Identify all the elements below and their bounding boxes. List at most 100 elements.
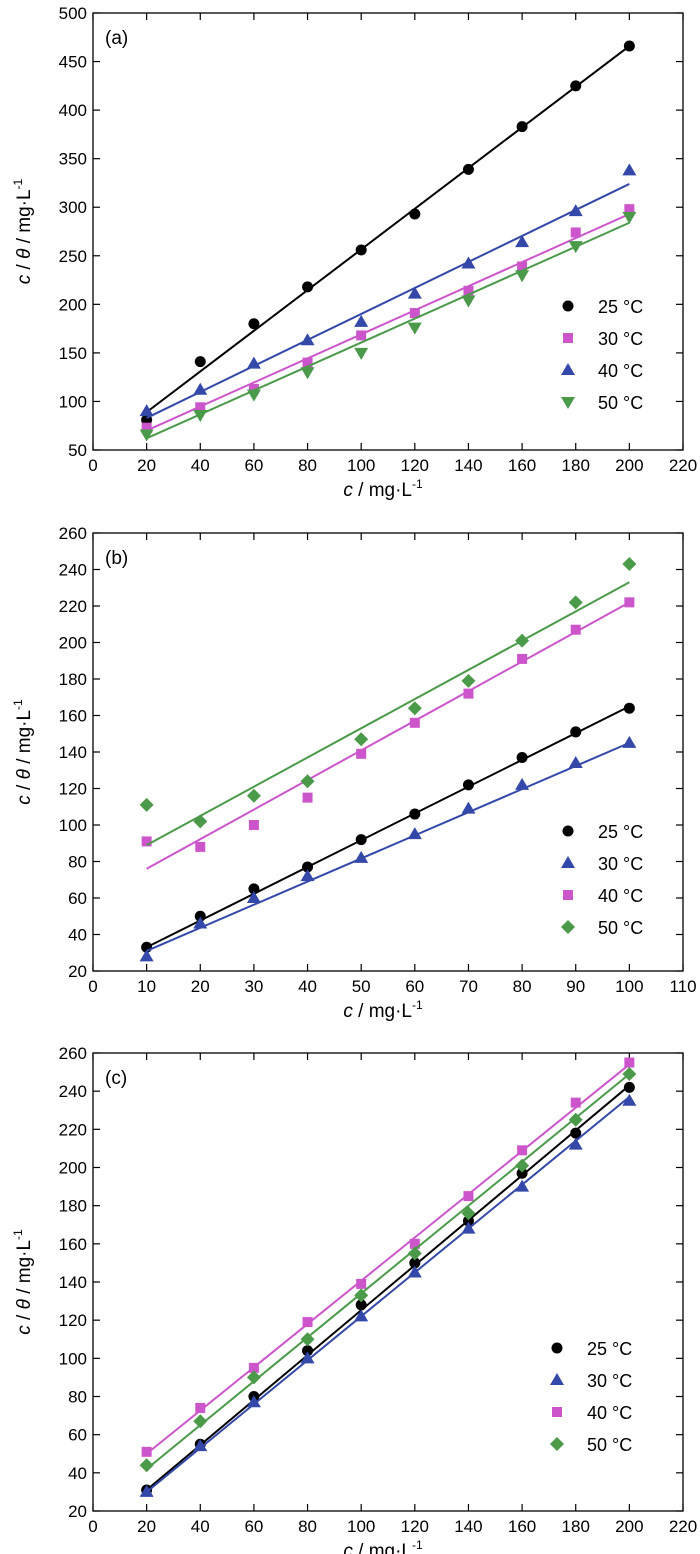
data-point bbox=[623, 40, 635, 52]
data-point bbox=[354, 347, 369, 360]
legend-marker bbox=[563, 890, 573, 900]
legend-marker bbox=[552, 1407, 562, 1417]
data-point bbox=[463, 285, 474, 296]
x-tick-label: 40 bbox=[191, 1517, 210, 1536]
y-tick-label: 80 bbox=[68, 853, 87, 872]
legend-marker bbox=[562, 300, 574, 312]
axis-label-part: mg·L bbox=[369, 1541, 412, 1554]
y-tick-label: 240 bbox=[59, 1082, 87, 1101]
data-point bbox=[624, 1057, 635, 1068]
data-point bbox=[354, 850, 369, 863]
data-point bbox=[409, 1257, 421, 1269]
chart-panel-c: 0 20 40 60 80 100 120 140 160 180 200 2202040608010… bbox=[11, 1044, 697, 1554]
fit-line bbox=[146, 601, 630, 870]
x-tick-label: 160 bbox=[508, 1517, 536, 1536]
data-point bbox=[195, 402, 206, 413]
series-0 bbox=[141, 1081, 635, 1496]
legend-label: 30 °C bbox=[598, 854, 643, 874]
x-tick-label: 80 bbox=[513, 977, 532, 996]
fit-line bbox=[146, 183, 630, 419]
data-point bbox=[516, 121, 528, 133]
series-3 bbox=[139, 1066, 637, 1473]
data-point bbox=[139, 797, 154, 812]
data-point bbox=[248, 883, 260, 895]
data-point bbox=[463, 1191, 474, 1202]
series-1 bbox=[139, 735, 637, 962]
data-point bbox=[300, 869, 315, 882]
axis-label-part: mg·L bbox=[14, 189, 35, 232]
data-point bbox=[355, 834, 367, 846]
legend-marker bbox=[563, 333, 573, 343]
data-point bbox=[516, 1167, 528, 1179]
legend-label: 40 °C bbox=[598, 886, 643, 906]
legend-label: 40 °C bbox=[598, 361, 643, 381]
x-tick-label: 60 bbox=[244, 1517, 263, 1536]
data-point bbox=[624, 204, 635, 215]
legend-marker bbox=[561, 920, 575, 934]
legend-label: 25 °C bbox=[587, 1339, 632, 1359]
data-point bbox=[623, 702, 635, 714]
series-3 bbox=[139, 211, 637, 442]
y-tick-label: 260 bbox=[59, 1044, 87, 1063]
data-point bbox=[570, 1097, 581, 1108]
data-point bbox=[354, 1309, 369, 1322]
y-tick-label: 40 bbox=[68, 926, 87, 945]
y-tick-label: 350 bbox=[59, 150, 87, 169]
y-tick-label: 500 bbox=[59, 4, 87, 23]
x-tick-label: 120 bbox=[401, 456, 429, 475]
legend-label: 30 °C bbox=[587, 1371, 632, 1391]
data-point bbox=[354, 1288, 369, 1303]
axis-label-part: / bbox=[353, 1001, 369, 1022]
data-point bbox=[193, 382, 208, 395]
data-point bbox=[355, 1299, 367, 1311]
legend-marker bbox=[551, 1342, 563, 1354]
data-point bbox=[570, 726, 582, 738]
data-point bbox=[193, 1439, 208, 1452]
data-point bbox=[461, 256, 476, 269]
data-point bbox=[515, 1179, 530, 1192]
data-point bbox=[356, 748, 367, 759]
y-tick-label: 100 bbox=[59, 392, 87, 411]
data-point bbox=[139, 404, 154, 417]
legend-label: 40 °C bbox=[587, 1403, 632, 1423]
data-point bbox=[141, 422, 152, 433]
data-point bbox=[194, 356, 206, 368]
x-tick-label: 100 bbox=[347, 456, 375, 475]
axis-label-part: / bbox=[14, 1283, 35, 1299]
y-tick-label: 160 bbox=[59, 707, 87, 726]
data-point bbox=[302, 1345, 314, 1357]
data-point bbox=[515, 1158, 530, 1173]
legend-label: 30 °C bbox=[598, 329, 643, 349]
data-point bbox=[570, 227, 581, 238]
x-tick-label: 60 bbox=[405, 977, 424, 996]
data-point bbox=[300, 774, 315, 789]
axis-label-part: mg·L bbox=[369, 480, 412, 501]
data-point bbox=[139, 949, 154, 962]
y-tick-label: 250 bbox=[59, 247, 87, 266]
series-2 bbox=[141, 1057, 635, 1457]
x-axis-label: c / mg·L-1 bbox=[343, 477, 423, 501]
data-point bbox=[407, 1246, 422, 1261]
data-point bbox=[622, 163, 637, 176]
axis-label-part: c bbox=[343, 1541, 353, 1554]
y-tick-label: 60 bbox=[68, 889, 87, 908]
x-tick-label: 160 bbox=[508, 456, 536, 475]
legend-label: 50 °C bbox=[598, 918, 643, 938]
data-point bbox=[515, 235, 530, 248]
y-axis-label: c / θ / mg·L-1 bbox=[11, 1229, 35, 1335]
y-tick-label: 180 bbox=[59, 670, 87, 689]
series-0 bbox=[141, 702, 635, 953]
fit-line bbox=[146, 581, 630, 846]
data-point bbox=[622, 211, 637, 224]
data-point bbox=[517, 1145, 528, 1156]
axis-label-part: c bbox=[343, 480, 353, 501]
series-0 bbox=[141, 40, 635, 426]
axis-label-part: / bbox=[14, 259, 35, 275]
series-2 bbox=[139, 163, 637, 419]
axis-label-part: θ bbox=[14, 768, 35, 779]
legend-label: 50 °C bbox=[598, 393, 643, 413]
data-point bbox=[300, 367, 315, 380]
y-tick-label: 200 bbox=[59, 1159, 87, 1178]
data-point bbox=[248, 820, 259, 830]
x-tick-label: 140 bbox=[454, 1517, 482, 1536]
